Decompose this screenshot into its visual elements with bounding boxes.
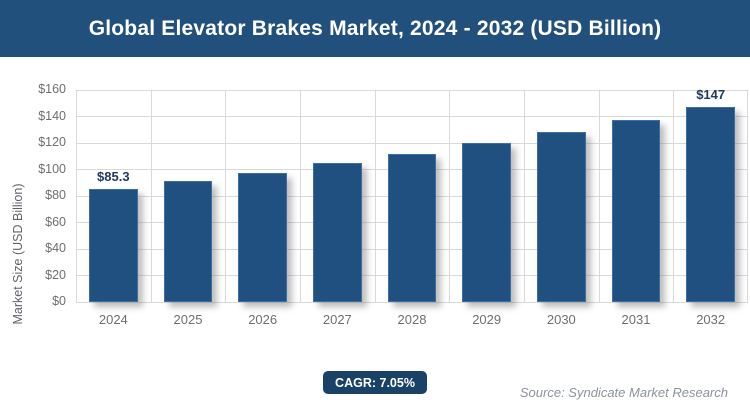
bar-2031 [611, 119, 661, 302]
cagr-badge: CAGR: 7.05% [323, 371, 427, 394]
horizontal-gridline [76, 116, 748, 117]
vertical-gridline [449, 90, 450, 302]
y-tick-label: $20 [45, 267, 66, 282]
y-tick-label: $140 [38, 108, 66, 123]
chart-title-bar: Global Elevator Brakes Market, 2024 - 20… [0, 0, 750, 57]
bar-2032 [686, 107, 735, 302]
vertical-gridline [300, 90, 301, 302]
vertical-gridline [599, 90, 600, 302]
vertical-gridline [375, 90, 376, 302]
y-tick-label: $80 [45, 188, 66, 202]
vertical-gridline [225, 90, 226, 302]
y-tick-label: $60 [45, 214, 66, 229]
x-tick-label: 2024 [98, 312, 128, 327]
chart-area: Market Size (USD Billion) $85.3 $147 $0 $2… [0, 57, 750, 347]
y-tick-label: $100 [38, 161, 66, 176]
vertical-gridline [673, 90, 674, 302]
horizontal-gridline [76, 142, 748, 144]
source-attribution: Source: Syndicate Market Research [519, 385, 728, 400]
vertical-gridline [747, 90, 748, 302]
bar-2024 [89, 188, 138, 302]
bar-2029 [462, 143, 511, 302]
horizontal-gridline [76, 89, 748, 91]
x-tick-label: 2027 [322, 312, 352, 327]
x-tick-label: 2026 [248, 312, 278, 327]
chart-title: Global Elevator Brakes Market, 2024 - 20… [88, 16, 662, 40]
y-tick-label: $40 [45, 241, 66, 255]
bar-2028 [387, 153, 437, 302]
x-tick-label: 2025 [173, 312, 203, 327]
vertical-gridline [151, 90, 152, 302]
bar-2027 [313, 163, 362, 302]
horizontal-gridline [76, 301, 748, 303]
bar-2030 [537, 131, 586, 302]
x-tick-label: 2028 [397, 312, 427, 327]
chart-footer: CAGR: 7.05% Source: Syndicate Market Res… [0, 347, 750, 417]
plot-area: $85.3 $147 [76, 87, 748, 303]
bar-2025 [163, 181, 213, 302]
x-tick-label: 2032 [696, 312, 726, 327]
vertical-gridline [76, 90, 77, 302]
y-tick-label: $120 [38, 135, 66, 149]
x-tick-label: 2030 [546, 312, 576, 327]
vertical-gridline [524, 90, 525, 302]
bar-value-label: $85.3 [97, 168, 130, 184]
x-tick-label: 2031 [621, 312, 651, 327]
y-tick-label: $0 [52, 294, 66, 308]
bar-2026 [238, 172, 287, 302]
bar-value-label: $147 [696, 87, 726, 103]
y-tick-label: $160 [38, 82, 66, 96]
x-tick-label: 2029 [472, 312, 502, 327]
